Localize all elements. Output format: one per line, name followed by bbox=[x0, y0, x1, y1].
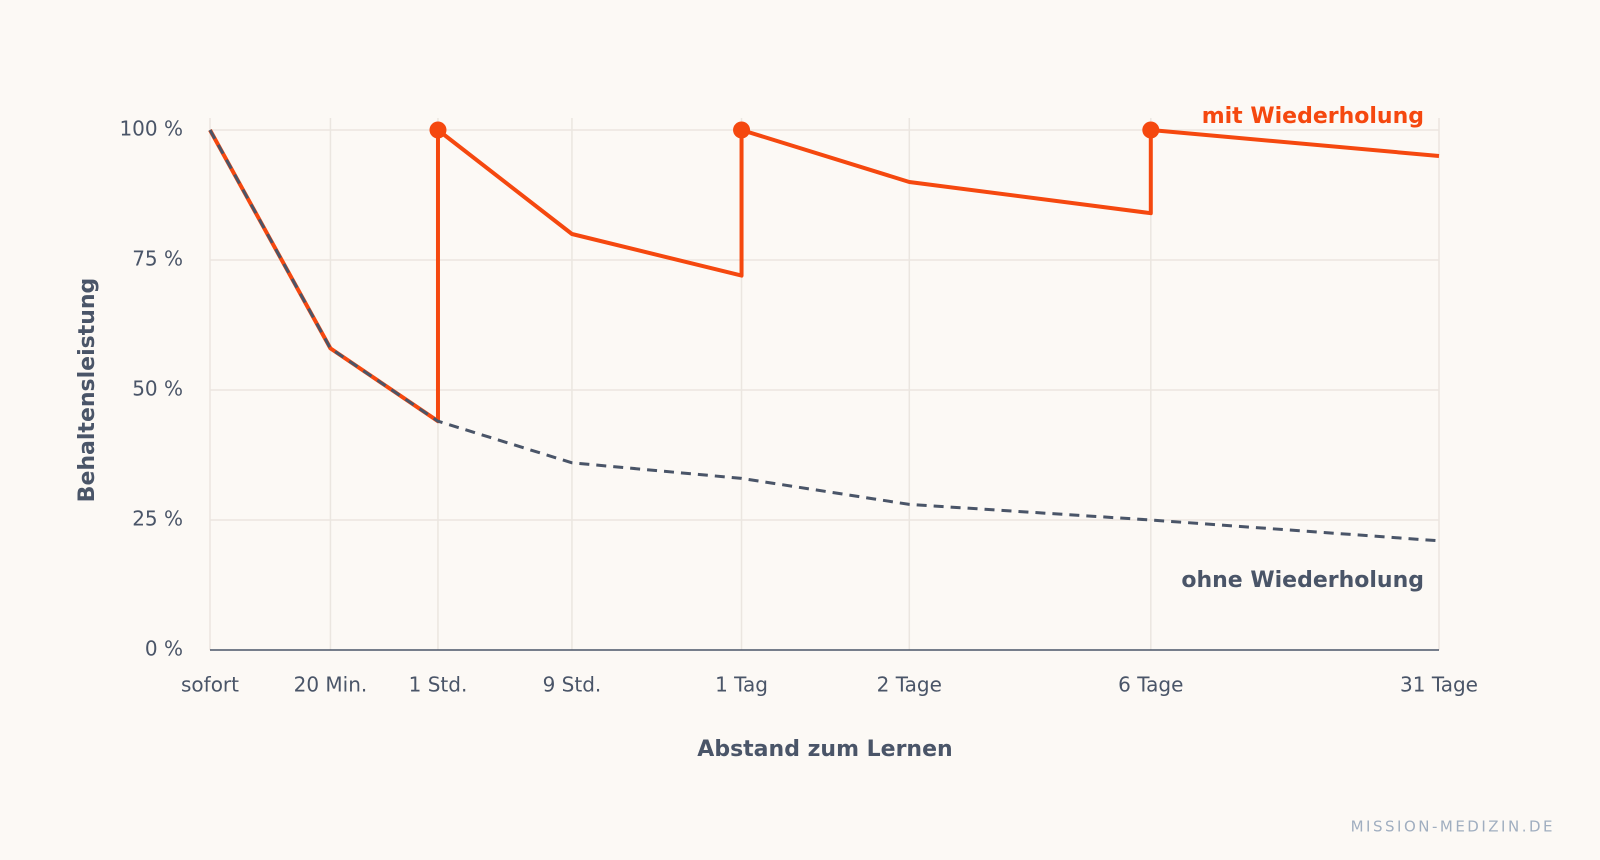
refresh-marker bbox=[1142, 121, 1160, 139]
refresh-marker bbox=[429, 121, 447, 139]
x-tick-label: sofort bbox=[181, 673, 239, 697]
y-tick-label: 75 % bbox=[132, 247, 183, 271]
y-tick-label: 0 % bbox=[145, 637, 183, 661]
x-tick-label: 20 Min. bbox=[294, 673, 368, 697]
x-tick-label: 9 Std. bbox=[543, 673, 602, 697]
y-axis-title: Behaltensleistung bbox=[75, 278, 100, 503]
refresh-marker bbox=[733, 121, 751, 139]
y-tick-label: 50 % bbox=[132, 377, 183, 401]
x-tick-label: 31 Tage bbox=[1400, 673, 1478, 697]
y-tick-label: 100 % bbox=[119, 117, 183, 141]
x-tick-label: 1 Std. bbox=[409, 673, 468, 697]
series-line bbox=[208, 129, 1440, 543]
legend-label: ohne Wiederholung bbox=[1181, 568, 1424, 593]
source: MISSION-MEDIZIN.DE bbox=[1351, 818, 1555, 836]
x-tick-label: 1 Tag bbox=[715, 673, 768, 697]
y-tick-label: 25 % bbox=[132, 507, 183, 531]
series-line bbox=[208, 128, 1440, 424]
legend-label: mit Wiederholung bbox=[1202, 104, 1424, 129]
x-axis-title: Abstand zum Lernen bbox=[697, 737, 952, 762]
x-tick-label: 6 Tage bbox=[1118, 673, 1183, 697]
x-tick-label: 2 Tage bbox=[877, 673, 942, 697]
